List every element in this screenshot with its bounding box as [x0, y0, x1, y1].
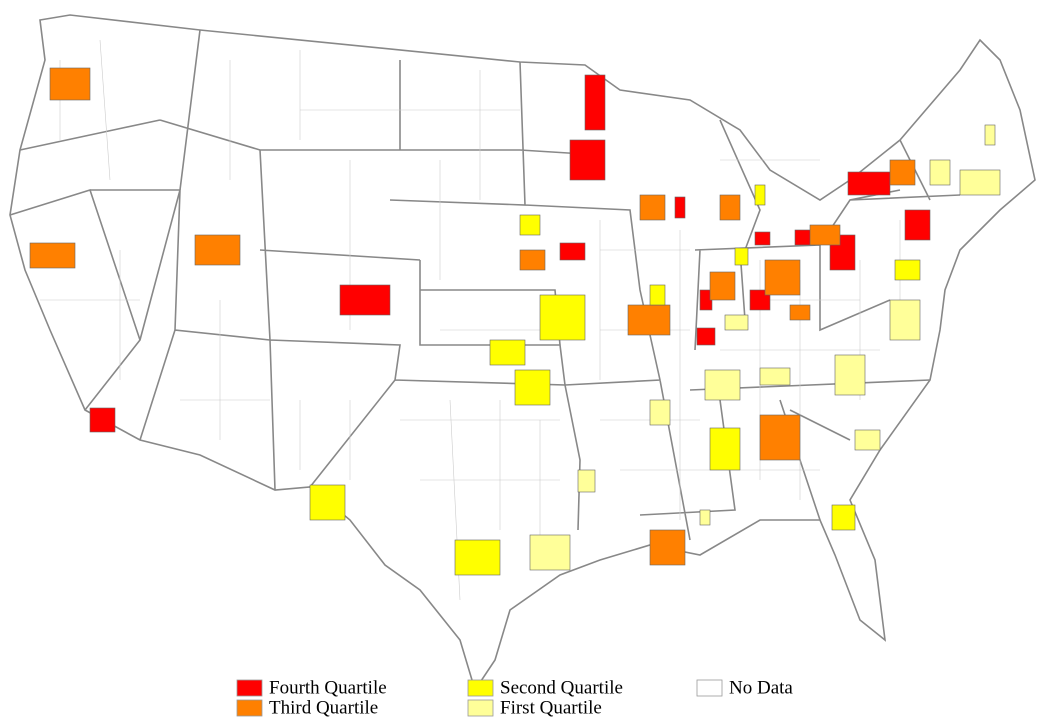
- region: [649, 399, 671, 426]
- state-borders: [9, 29, 961, 541]
- region: [514, 369, 551, 406]
- region: [674, 196, 686, 219]
- region: [834, 354, 866, 396]
- regions: [29, 67, 1001, 576]
- region: [709, 427, 741, 471]
- legend-label: Second Quartile: [500, 677, 623, 698]
- region: [489, 339, 526, 366]
- region: [309, 484, 346, 521]
- region: [584, 74, 606, 131]
- county-borders: [40, 39, 901, 601]
- region: [889, 159, 916, 186]
- region: [569, 139, 606, 181]
- region: [809, 224, 841, 246]
- region: [454, 539, 501, 576]
- region: [649, 284, 666, 306]
- region: [984, 124, 996, 146]
- legend-swatch: [236, 699, 263, 717]
- region: [29, 242, 76, 269]
- region: [539, 294, 586, 341]
- region: [519, 249, 546, 271]
- region: [894, 259, 921, 281]
- region: [754, 184, 766, 206]
- region: [764, 259, 801, 296]
- region: [559, 242, 586, 261]
- region: [577, 469, 596, 493]
- region: [719, 194, 741, 221]
- region: [709, 271, 736, 301]
- legend-swatch: [467, 679, 494, 697]
- region: [754, 231, 771, 246]
- region: [959, 169, 1001, 196]
- region: [194, 234, 241, 266]
- legend-swatch: [696, 679, 723, 697]
- region: [904, 209, 931, 241]
- region: [699, 509, 711, 526]
- region: [49, 67, 91, 101]
- region: [889, 299, 921, 341]
- legend-swatch: [236, 679, 263, 697]
- region: [734, 247, 749, 266]
- region: [704, 369, 741, 401]
- region: [854, 429, 881, 451]
- region: [929, 159, 951, 186]
- region: [339, 284, 391, 316]
- region: [639, 194, 666, 221]
- region: [696, 327, 716, 346]
- region: [519, 214, 541, 236]
- region: [831, 504, 856, 531]
- legend-label: No Data: [729, 677, 793, 698]
- region: [529, 534, 571, 571]
- region: [649, 529, 686, 566]
- region: [789, 304, 811, 321]
- region: [759, 414, 801, 461]
- region: [627, 304, 671, 336]
- region: [847, 171, 891, 196]
- country-border: [9, 14, 1036, 692]
- region: [759, 367, 791, 386]
- region: [89, 407, 116, 433]
- legend-label: Third Quartile: [269, 697, 378, 718]
- legend-label: First Quartile: [500, 697, 602, 718]
- legend-swatch: [467, 699, 494, 717]
- region: [724, 314, 749, 331]
- legend-label: Fourth Quartile: [269, 677, 387, 698]
